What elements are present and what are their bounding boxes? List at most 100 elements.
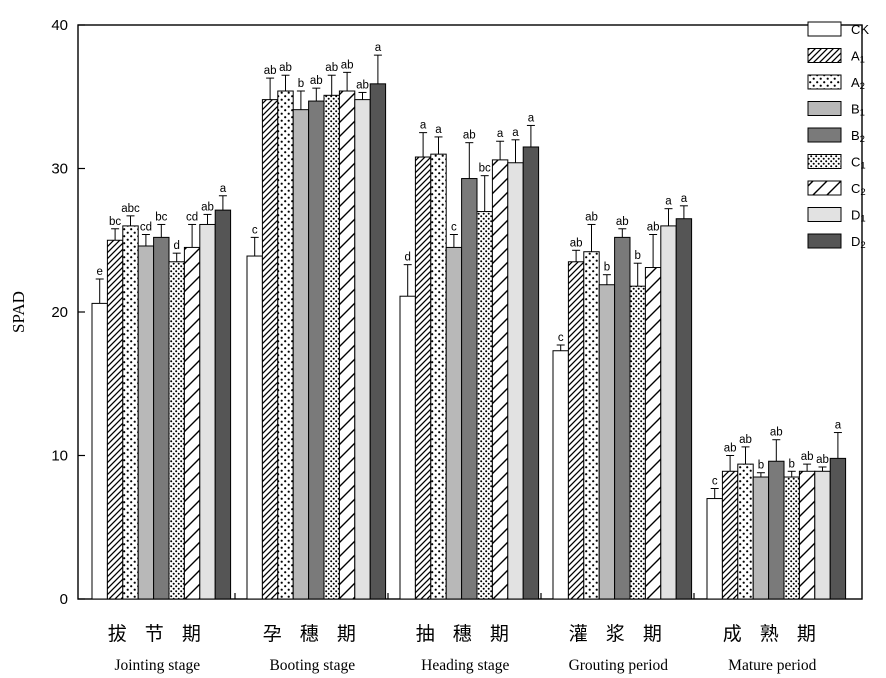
bar-D2 (675, 218, 693, 600)
bar-A1 (414, 156, 432, 600)
category-label-cn: 灌 浆 期 (569, 623, 668, 645)
bar-C2 (338, 90, 356, 600)
category-label-en: Jointing stage (114, 657, 200, 674)
bar-D1 (354, 99, 371, 600)
legend-swatch-CK (807, 21, 842, 37)
category-label-en: Grouting period (569, 657, 669, 674)
significance-label: ab (201, 201, 214, 213)
bar-B1 (598, 284, 616, 600)
significance-label: abc (121, 203, 140, 215)
bar-C2 (644, 267, 662, 600)
significance-label: a (420, 120, 427, 132)
significance-label: a (435, 124, 442, 136)
significance-label: ab (463, 130, 476, 142)
significance-label: a (835, 420, 842, 432)
legend-label-C1: C1 (851, 155, 866, 172)
significance-label: c (252, 224, 258, 236)
bar-CK (246, 255, 263, 600)
bar-B2 (614, 236, 631, 600)
bar-B2 (153, 236, 170, 600)
category-label-en: Booting stage (269, 657, 355, 674)
bar-D1 (660, 225, 677, 600)
bar-D2 (829, 457, 847, 600)
significance-label: d (404, 252, 410, 264)
significance-label: b (634, 250, 640, 262)
significance-label: bc (109, 216, 121, 228)
category-label-cn: 成 熟 期 (723, 623, 822, 645)
significance-label: a (497, 128, 504, 140)
significance-label: ab (816, 454, 829, 466)
significance-label: a (512, 127, 519, 139)
significance-label: a (528, 112, 535, 124)
significance-label: ab (310, 75, 323, 87)
legend-swatch-D2 (807, 233, 842, 249)
significance-label: bc (155, 211, 167, 223)
bar-C1 (783, 476, 800, 600)
legend-label-CK: CK (851, 22, 869, 37)
significance-label: ab (341, 59, 354, 71)
bar-A2 (737, 463, 754, 600)
bar-C1 (476, 211, 493, 600)
legend-swatch-A2 (807, 74, 842, 90)
significance-label: b (298, 78, 304, 90)
significance-label: cd (140, 222, 152, 234)
bars-layer (91, 54, 847, 600)
legend-swatch-C2 (807, 180, 842, 196)
y-tick-label: 0 (60, 591, 68, 608)
bar-D2 (214, 209, 232, 600)
bar-A1 (567, 261, 585, 600)
bar-CK (552, 350, 569, 600)
significance-label: bc (479, 163, 491, 175)
bar-D1 (199, 223, 216, 600)
legend-swatch-D1 (807, 207, 842, 222)
significance-label: b (788, 458, 794, 470)
significance-label: ab (264, 65, 277, 77)
bar-A2 (122, 225, 139, 600)
significance-label: b (604, 262, 610, 274)
significance-label: ab (739, 434, 752, 446)
legend-swatch-B1 (807, 101, 842, 116)
legend-label-B1: B1 (851, 102, 865, 119)
category-label-en: Mature period (728, 657, 816, 674)
category-label-en: Heading stage (421, 657, 509, 674)
significance-label: ab (325, 62, 338, 74)
y-tick-label: 10 (51, 448, 68, 465)
bar-C2 (798, 470, 816, 600)
bar-A1 (261, 99, 279, 600)
significance-label: e (96, 266, 102, 278)
significance-label: cd (186, 211, 198, 223)
bar-B1 (292, 109, 310, 600)
bar-D1 (507, 162, 524, 600)
bar-CK (91, 302, 108, 600)
y-tick-label: 30 (51, 161, 68, 178)
bar-CK (399, 295, 416, 600)
legend-label-C2: C2 (851, 181, 866, 198)
legend-label-A2: A2 (851, 75, 865, 92)
legend-label-D2: D2 (851, 234, 866, 251)
legend-swatch-A1 (807, 48, 842, 63)
significance-label: ab (356, 79, 369, 91)
bar-C1 (168, 261, 185, 600)
bar-A1 (721, 470, 739, 600)
significance-label: c (712, 476, 718, 488)
category-label-cn: 拔 节 期 (108, 623, 207, 645)
significance-label: ab (279, 62, 292, 74)
significance-label: a (375, 42, 382, 54)
significance-label: ab (770, 427, 783, 439)
bar-B2 (768, 460, 785, 600)
bar-CK (706, 498, 723, 600)
significance-label: ab (801, 451, 814, 463)
bar-C2 (491, 159, 509, 600)
bar-A1 (106, 239, 124, 600)
significance-label: d (173, 240, 179, 252)
legend: CK A1 A2 B1 B2 C1 C2 D1 D2 (807, 21, 869, 251)
y-tick-label: 20 (51, 304, 68, 321)
bar-D2 (522, 146, 540, 600)
bar-C1 (323, 94, 340, 600)
legend-swatch-C1 (807, 154, 842, 169)
bar-C2 (183, 246, 201, 600)
bar-B1 (137, 245, 155, 600)
